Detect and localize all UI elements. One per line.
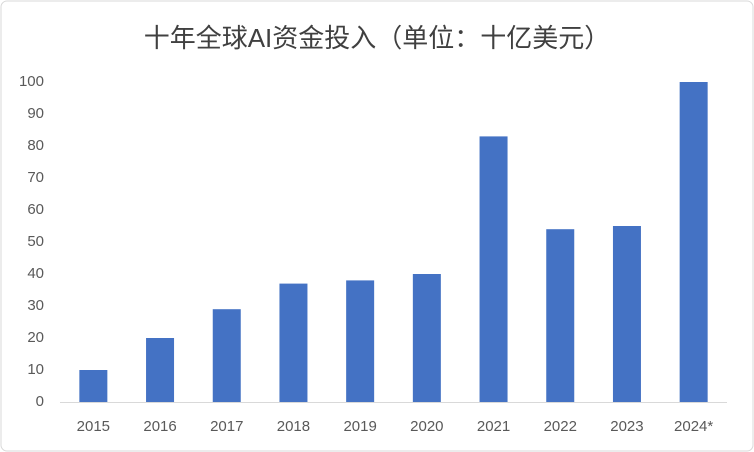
x-tick-label: 2021 — [477, 418, 510, 435]
bar — [212, 309, 241, 402]
x-tick-label: 2019 — [343, 418, 376, 435]
y-tick-label: 60 — [27, 201, 44, 218]
y-tick-label: 40 — [27, 265, 44, 282]
bar — [612, 226, 641, 402]
y-tick-label: 80 — [27, 137, 44, 154]
y-tick-label: 10 — [27, 361, 44, 378]
y-tick-label: 0 — [36, 393, 44, 410]
bar — [279, 283, 308, 402]
x-tick-label: 2024* — [674, 418, 713, 435]
x-tick-label: 2018 — [277, 418, 310, 435]
y-tick-label: 30 — [27, 297, 44, 314]
bar — [412, 274, 441, 402]
x-tick-label: 2015 — [77, 418, 110, 435]
y-tick-label: 20 — [27, 329, 44, 346]
y-tick-label: 100 — [19, 73, 44, 90]
chart-title: 十年全球AI资金投入（单位：十亿美元） — [144, 23, 611, 53]
y-tick-label: 90 — [27, 105, 44, 122]
bar — [146, 338, 175, 402]
bar — [479, 136, 508, 402]
bar — [679, 82, 708, 402]
bar — [346, 280, 375, 402]
x-tick-label: 2016 — [143, 418, 176, 435]
bar — [79, 370, 108, 402]
y-tick-label: 50 — [27, 233, 44, 250]
x-tick-label: 2022 — [544, 418, 577, 435]
x-tick-label: 2017 — [210, 418, 243, 435]
x-tick-label: 2023 — [610, 418, 643, 435]
bar — [546, 229, 575, 402]
y-tick-label: 70 — [27, 169, 44, 186]
x-tick-label: 2020 — [410, 418, 443, 435]
